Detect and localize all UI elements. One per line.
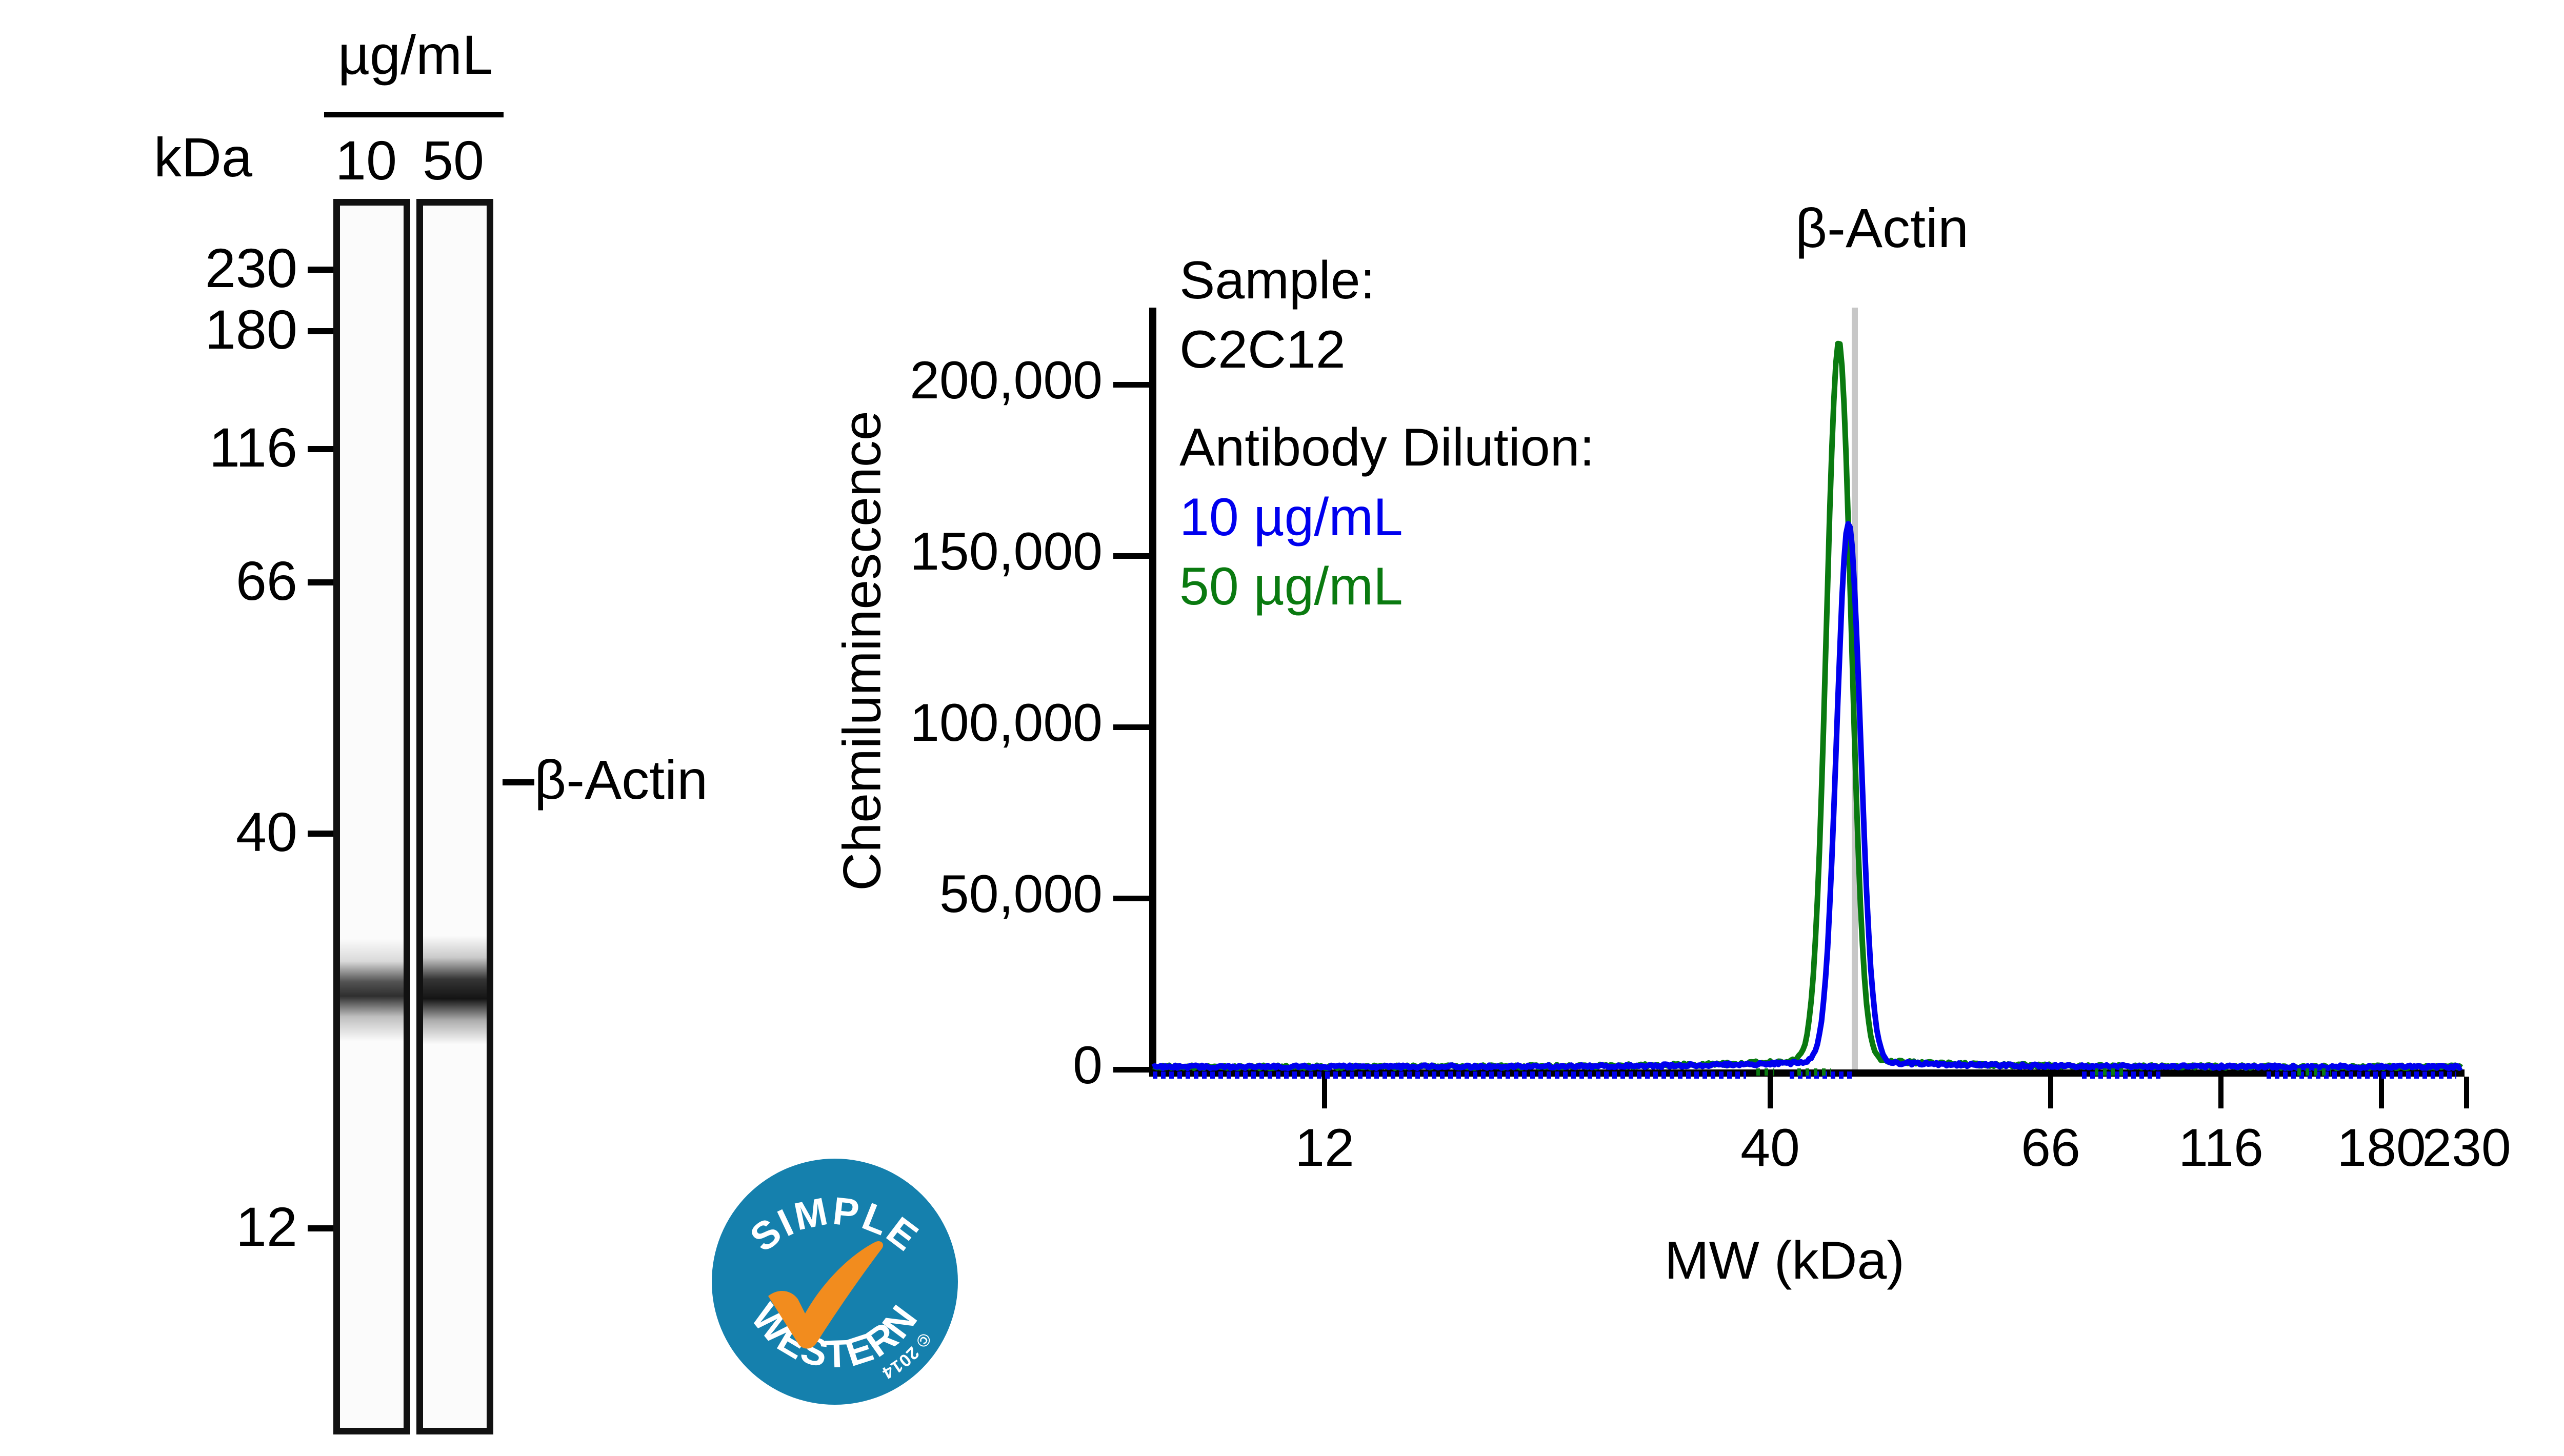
lane-label-10: 10 [335, 129, 397, 191]
y-tick-label-150000: 150,000 [910, 522, 1103, 581]
x-tick-40 [1768, 1077, 1773, 1108]
western-blot-panel: µg/mL kDa 10 50 230 180 116 66 40 12 β-A… [0, 0, 958, 1456]
blot-lane-10 [333, 199, 410, 1434]
mw-marker-116: 116 [209, 416, 297, 478]
y-tick-100000 [1113, 724, 1153, 730]
protein-band-lane-50 [423, 936, 487, 1044]
mw-marker-180: 180 [205, 298, 297, 360]
x-tick-label-230: 230 [2422, 1118, 2511, 1178]
trace-10ugml [1151, 521, 2463, 1071]
y-tick-50000 [1113, 896, 1153, 901]
y-tick-150000 [1113, 553, 1153, 559]
trace-line-50ugml [1152, 340, 2463, 1071]
x-tick-label-40: 40 [1740, 1118, 1800, 1178]
x-tick-label-66: 66 [2021, 1118, 2080, 1178]
mw-marker-40: 40 [235, 801, 297, 863]
trace-svg-layer [1151, 340, 2463, 1079]
y-tick-0 [1113, 1067, 1153, 1073]
blot-kda-header: kDa [154, 126, 253, 188]
blot-units-underline [324, 112, 504, 117]
trace-baseline-markers [1153, 1068, 2456, 1079]
mw-marker-12: 12 [235, 1196, 297, 1258]
x-tick-116 [2218, 1077, 2224, 1108]
legend-dilution-title: Antibody Dilution: [1179, 418, 1595, 478]
y-tick-label-0: 0 [1073, 1036, 1103, 1095]
mw-marker-230: 230 [205, 237, 297, 299]
x-tick-180 [2379, 1077, 2384, 1108]
electropherogram-chart-panel: β-Actin Sample: C2C12 Antibody Dilution:… [769, 0, 2564, 1456]
y-axis-line [1149, 308, 1156, 1077]
legend-series-50ugml: 50 µg/mL [1179, 556, 1403, 616]
mw-marker-66: 66 [235, 550, 297, 612]
legend-sample-value: C2C12 [1179, 320, 1346, 380]
y-tick-200000 [1113, 382, 1153, 388]
band-callout-dash [503, 779, 534, 785]
simple-western-logo: SIMPLE WESTERN © 2014 [707, 1154, 963, 1410]
y-tick-label-100000: 100,000 [910, 693, 1103, 753]
x-tick-label-12: 12 [1295, 1118, 1354, 1178]
trace-50ugml [1152, 340, 2463, 1071]
y-tick-label-50000: 50,000 [939, 864, 1103, 924]
y-tick-label-200000: 200,000 [910, 351, 1103, 410]
x-axis-title: MW (kDa) [1665, 1231, 1905, 1290]
chart-title: β-Actin [1795, 197, 1969, 259]
legend-series-10ugml: 10 µg/mL [1179, 487, 1403, 547]
trace-line-10ugml [1151, 521, 2463, 1071]
blot-lane-50 [416, 199, 493, 1434]
blot-units-header: µg/mL [337, 24, 493, 86]
logo-checkmark-icon [768, 1241, 884, 1349]
protein-band-lane-10 [340, 939, 404, 1041]
x-tick-label-116: 116 [2178, 1118, 2263, 1178]
lane-label-50: 50 [422, 129, 485, 191]
x-tick-label-180: 180 [2337, 1118, 2426, 1178]
band-callout-label: β-Actin [534, 749, 708, 811]
legend-sample-title: Sample: [1179, 251, 1375, 310]
x-tick-66 [2048, 1077, 2053, 1108]
x-tick-12 [1322, 1077, 1327, 1108]
chart-legend: Sample: C2C12 Antibody Dilution: 10 µg/m… [1179, 246, 1718, 621]
x-tick-230 [2464, 1077, 2469, 1108]
